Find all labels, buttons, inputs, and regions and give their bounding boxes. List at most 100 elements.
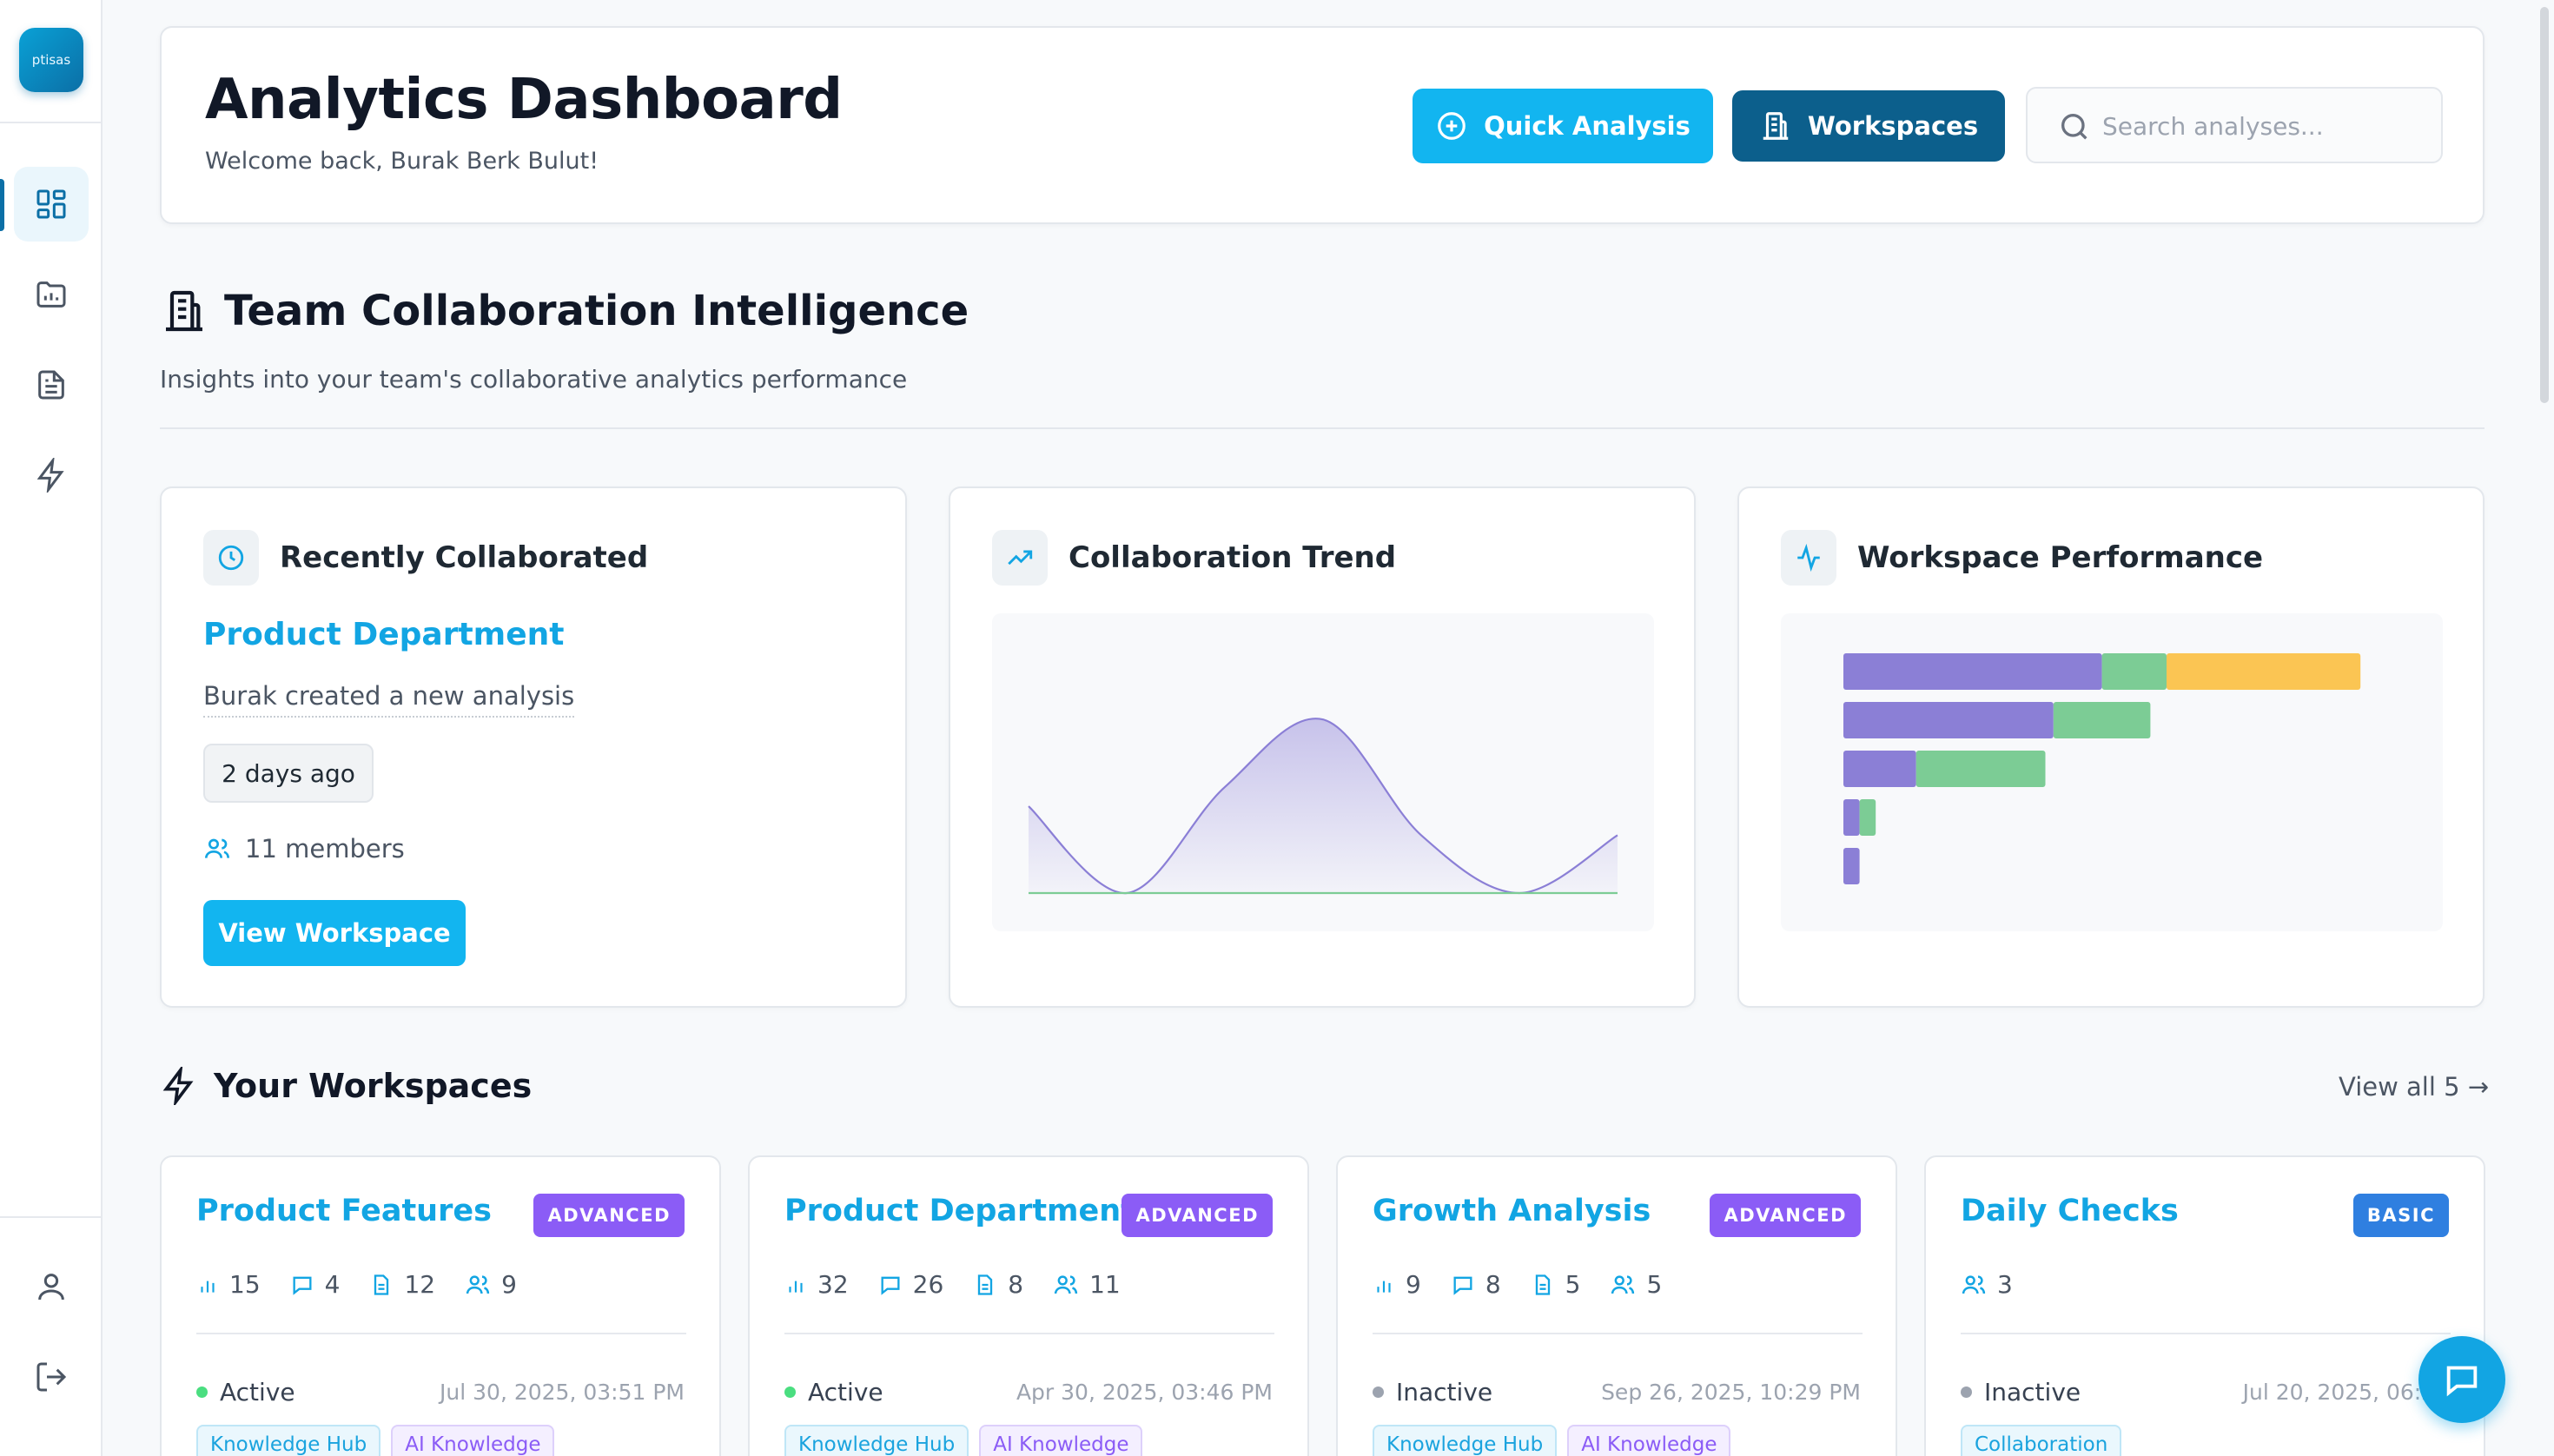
tier-badge: ADVANCED [1710,1194,1861,1237]
card-icon-wrap [203,530,259,586]
department-link[interactable]: Product Department [203,617,565,652]
stat-members-value: 5 [1646,1270,1663,1299]
section-subtitle: Insights into your team's collaborative … [160,365,908,394]
chat-bubble-icon [2446,1366,2478,1397]
tag[interactable]: AI Knowledge [979,1425,1143,1456]
performance-bar [2167,653,2361,690]
sidebar-divider [0,122,103,123]
stat-analyses: 15 [196,1270,261,1299]
section-title: Team Collaboration Intelligence [224,287,969,335]
tag[interactable]: Collaboration [1961,1425,2122,1456]
stat-docs: 8 [973,1270,1023,1299]
stat-comments: 4 [290,1270,341,1299]
sidebar-item-automation[interactable] [14,438,89,513]
stat-docs-value: 5 [1565,1270,1581,1299]
dashboard-grid-icon [36,189,66,219]
status: Inactive [1373,1378,1492,1406]
workspace-tags: Knowledge Hub AI Knowledge [784,1425,1143,1456]
app-logo[interactable]: ptisas [19,28,83,92]
section-heading: Team Collaboration Intelligence [160,287,969,335]
workspace-card[interactable]: Daily Checks BASIC 3 Inactive Jul 20, 20… [1924,1155,2485,1456]
workspace-name[interactable]: Daily Checks [1961,1194,2179,1228]
workspace-name[interactable]: Growth Analysis [1373,1194,1651,1228]
header-card: Analytics Dashboard Welcome back, Burak … [160,26,2485,224]
welcome-message: Welcome back, Burak Berk Bulut! [205,148,599,175]
status-dot [1373,1387,1384,1398]
building-icon [1763,112,1789,140]
view-workspace-button[interactable]: View Workspace [203,900,466,966]
workspace-card[interactable]: Product Department ADVANCED 32 26 8 11 A… [748,1155,1309,1456]
workspace-card[interactable]: Product Features ADVANCED 15 4 12 9 Acti… [160,1155,721,1456]
view-all-link[interactable]: View all 5 → [2339,1072,2490,1102]
plus-circle-icon [1438,112,1466,140]
performance-chart-svg [1843,653,2361,884]
activity-icon [1797,543,1820,572]
trend-chart [992,613,1654,931]
performance-bar [1843,848,1860,884]
workspace-date: Sep 26, 2025, 10:29 PM [1601,1380,1861,1405]
workspaces-button[interactable]: Workspaces [1732,90,2005,162]
users-icon [1611,1274,1635,1294]
comment-icon [1453,1276,1472,1295]
stat-analyses: 9 [1373,1270,1421,1299]
bar-chart-icon [789,1281,803,1293]
status-label: Active [220,1378,295,1406]
document-icon [1535,1274,1550,1295]
tier-badge: ADVANCED [533,1194,685,1237]
logo-text: ptisas [31,52,71,68]
tag[interactable]: Knowledge Hub [1373,1425,1558,1456]
chart-folder-icon [36,281,66,308]
search-input[interactable] [2102,104,2424,148]
tag[interactable]: Knowledge Hub [196,1425,381,1456]
quick-analysis-button[interactable]: Quick Analysis [1413,89,1713,163]
status-dot [784,1387,796,1398]
view-workspace-label: View Workspace [218,918,451,948]
stat-comments-value: 26 [912,1270,944,1299]
comment-icon [881,1276,900,1295]
status-dot [196,1387,208,1398]
stat-docs-value: 8 [1008,1270,1024,1299]
workspace-date: Apr 30, 2025, 03:46 PM [1016,1380,1273,1405]
stat-members: 5 [1610,1270,1662,1299]
stat-members: 3 [1961,1270,2013,1299]
search-box[interactable] [2026,87,2443,163]
performance-bar [1859,799,1876,836]
stat-analyses-value: 32 [817,1270,849,1299]
section-divider [160,427,2485,429]
workspace-card[interactable]: Growth Analysis ADVANCED 9 8 5 5 Inactiv… [1336,1155,1897,1456]
scrollbar-thumb[interactable] [2540,7,2549,403]
workspace-performance-card: Workspace Performance [1737,486,2485,1008]
sidebar-item-dashboard[interactable] [14,167,89,242]
users-icon [1962,1274,1986,1294]
performance-chart [1781,613,2443,931]
status: Active [784,1378,883,1406]
tag[interactable]: Knowledge Hub [784,1425,969,1456]
workspace-stats: 3 [1961,1270,2042,1299]
sidebar-item-logout[interactable] [14,1340,89,1414]
tag[interactable]: AI Knowledge [1567,1425,1731,1456]
stat-members: 9 [465,1270,517,1299]
sidebar-item-reports[interactable] [14,347,89,422]
page-title: Analytics Dashboard [205,68,843,132]
status-label: Inactive [1984,1378,2081,1406]
document-icon [978,1274,993,1295]
card-icon-wrap [992,530,1048,586]
workspace-tags: Collaboration [1961,1425,2122,1456]
document-icon [374,1274,389,1295]
workspace-name[interactable]: Product Features [196,1194,492,1228]
user-icon [38,1274,64,1300]
workspace-tags: Knowledge Hub AI Knowledge [196,1425,555,1456]
status: Inactive [1961,1378,2081,1406]
sidebar-item-analytics-folder[interactable] [14,257,89,332]
stat-docs: 5 [1531,1270,1581,1299]
workspaces-title: Your Workspaces [214,1067,533,1105]
sidebar-item-profile[interactable] [14,1249,89,1324]
stat-comments-value: 8 [1485,1270,1501,1299]
stat-comments-value: 4 [324,1270,341,1299]
chat-button[interactable] [2418,1336,2505,1423]
trend-area [1029,718,1618,894]
tag[interactable]: AI Knowledge [391,1425,555,1456]
workspace-date: Jul 20, 2025, 06:28 [2242,1380,2449,1405]
workspace-name[interactable]: Product Department [784,1194,1135,1228]
workspaces-heading: Your Workspaces [160,1067,532,1105]
